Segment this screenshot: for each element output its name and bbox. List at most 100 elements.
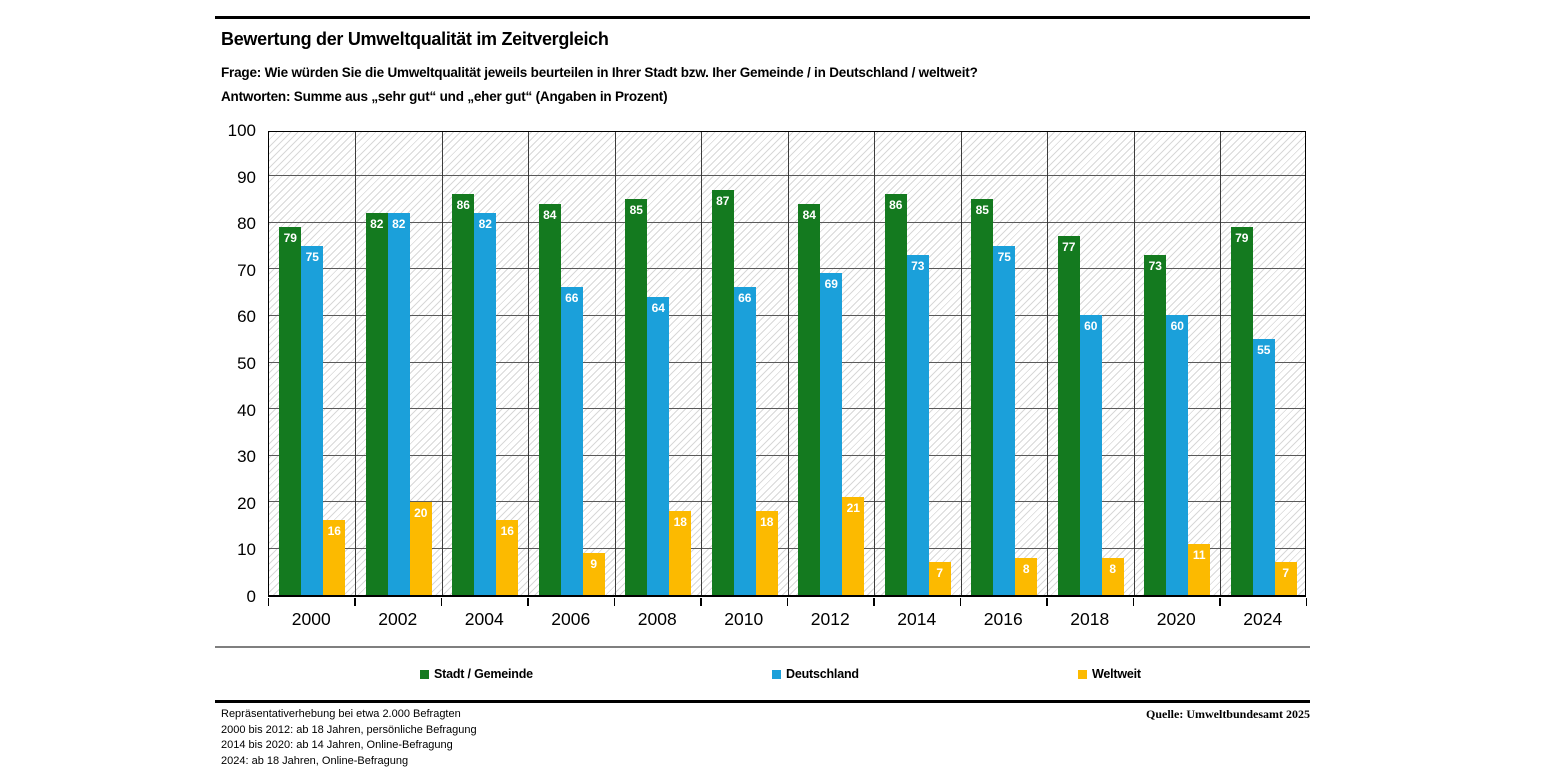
chart-question: Frage: Wie würden Sie die Umweltqualität… — [221, 65, 978, 80]
category-separator — [1133, 132, 1135, 595]
y-tick-label: 70 — [237, 260, 256, 280]
bar-value-label: 7 — [936, 566, 944, 581]
category-separator — [874, 132, 875, 595]
bar-weltweit-2016: 8 — [1015, 557, 1038, 595]
bar-value-label: 18 — [760, 515, 774, 530]
category-separator — [441, 132, 443, 595]
bar-weltweit-2004: 16 — [496, 520, 519, 595]
gridline — [269, 501, 1305, 503]
bar-value-label: 85 — [975, 202, 989, 217]
legend-swatch-icon — [772, 669, 781, 679]
x-tick-label: 2020 — [1156, 609, 1196, 629]
x-tick-label: 2012 — [810, 609, 850, 629]
x-axis-tick — [527, 598, 529, 606]
bar-stadt-gemeinde-2010: 87 — [711, 189, 734, 595]
gridline — [269, 361, 1305, 363]
category-separator — [960, 132, 962, 595]
bar-weltweit-2010: 18 — [755, 511, 778, 595]
bar-value-label: 55 — [1257, 342, 1271, 357]
x-tick-label: 2014 — [897, 609, 937, 629]
bar-value-label: 82 — [478, 216, 492, 231]
chart-answers-note: Antworten: Summe aus „sehr gut“ und „ehe… — [221, 89, 668, 104]
bar-value-label: 60 — [1084, 319, 1098, 334]
bar-weltweit-2000: 16 — [323, 520, 346, 595]
bar-stadt-gemeinde-2014: 86 — [884, 194, 907, 595]
bar-stadt-gemeinde-2008: 85 — [625, 198, 648, 595]
bar-value-label: 9 — [590, 557, 598, 572]
gridline — [269, 547, 1305, 549]
gridline — [269, 175, 1305, 177]
bar-value-label: 8 — [1109, 561, 1117, 576]
bar-weltweit-2008: 18 — [669, 511, 692, 595]
gridline — [269, 454, 1305, 456]
bar-stadt-gemeinde-2018: 77 — [1057, 236, 1080, 595]
bar-value-label: 20 — [414, 505, 428, 520]
x-axis-tick — [1132, 598, 1134, 606]
category-separator — [701, 132, 702, 595]
y-tick-label: 10 — [237, 540, 256, 560]
footnote-line: 2024: ab 18 Jahren, Online-Befragung — [221, 754, 409, 767]
x-tick-label: 2006 — [551, 609, 591, 629]
footnote-line: 2000 bis 2012: ab 18 Jahren, persönliche… — [221, 723, 477, 736]
bar-deutschland-2008: 64 — [647, 296, 670, 595]
bar-value-label: 73 — [1148, 258, 1162, 273]
x-axis-tick — [700, 598, 702, 606]
legend-top-rule — [215, 646, 1310, 648]
footnote-line: 2014 bis 2020: ab 14 Jahren, Online-Befr… — [221, 739, 453, 751]
y-tick-label: 40 — [237, 400, 256, 420]
bar-value-label: 75 — [997, 249, 1011, 264]
x-tick-label: 2002 — [378, 609, 418, 629]
bottom-rule — [215, 700, 1310, 703]
bar-value-label: 73 — [911, 258, 925, 273]
category-separator — [1220, 132, 1221, 595]
bar-deutschland-2000: 75 — [301, 245, 324, 595]
plot-area: 79 82 86 84 85 87 84 86 85 77 73 79 75 82 82 66 64 66 69 73… — [268, 131, 1306, 597]
x-axis-tick — [267, 598, 269, 606]
legend-item-stadt-gemeinde: Stadt / Gemeinde — [420, 666, 533, 682]
bar-value-label: 7 — [1282, 566, 1290, 581]
bar-deutschland-2010: 66 — [733, 287, 756, 595]
y-tick-label: 100 — [227, 121, 256, 140]
y-tick-label: 20 — [237, 493, 256, 513]
legend-swatch-icon — [420, 669, 429, 679]
gridline — [269, 268, 1305, 270]
bar-value-label: 82 — [392, 216, 406, 231]
bar-weltweit-2020: 11 — [1188, 543, 1211, 595]
bar-deutschland-2020: 60 — [1166, 315, 1189, 595]
bar-value-label: 18 — [673, 515, 687, 530]
bar-deutschland-2024: 55 — [1252, 338, 1275, 595]
footnote-line: Repräsentativerhebung bei etwa 2.000 Bef… — [221, 708, 461, 720]
x-axis-tick — [1046, 598, 1048, 606]
bar-deutschland-2018: 60 — [1079, 315, 1102, 595]
bar-value-label: 84 — [543, 207, 557, 222]
bar-stadt-gemeinde-2020: 73 — [1144, 254, 1167, 595]
legend-label: Stadt / Gemeinde — [434, 667, 533, 681]
bar-value-label: 11 — [1192, 547, 1206, 562]
top-rule — [215, 16, 1310, 19]
bar-value-label: 75 — [305, 249, 319, 264]
category-separator — [355, 132, 356, 595]
legend-item-weltweit: Weltweit — [1078, 666, 1141, 682]
source-credit: Quelle: Umweltbundesamt 2025 — [1146, 707, 1310, 721]
bar-value-label: 16 — [500, 524, 514, 539]
x-tick-label: 2016 — [983, 609, 1023, 629]
bar-stadt-gemeinde-2012: 84 — [798, 203, 821, 595]
bar-weltweit-2002: 20 — [409, 501, 432, 595]
bar-value-label: 86 — [889, 198, 903, 213]
bar-value-label: 79 — [1235, 230, 1249, 245]
bar-value-label: 8 — [1022, 561, 1030, 576]
bar-deutschland-2004: 82 — [474, 212, 497, 595]
x-axis-tick — [613, 598, 615, 606]
x-axis-tick — [959, 598, 961, 606]
bar-value-label: 69 — [824, 277, 838, 292]
bar-stadt-gemeinde-2006: 84 — [538, 203, 561, 595]
gridline — [269, 314, 1305, 316]
x-axis-tick — [440, 598, 442, 606]
legend-label: Deutschland — [786, 667, 859, 681]
x-tick-label: 2010 — [724, 609, 764, 629]
bar-deutschland-2012: 69 — [820, 273, 843, 595]
bar-deutschland-2006: 66 — [560, 287, 583, 595]
bar-value-label: 86 — [456, 198, 470, 213]
bar-value-label: 16 — [327, 524, 341, 539]
bar-stadt-gemeinde-2004: 86 — [452, 194, 475, 595]
